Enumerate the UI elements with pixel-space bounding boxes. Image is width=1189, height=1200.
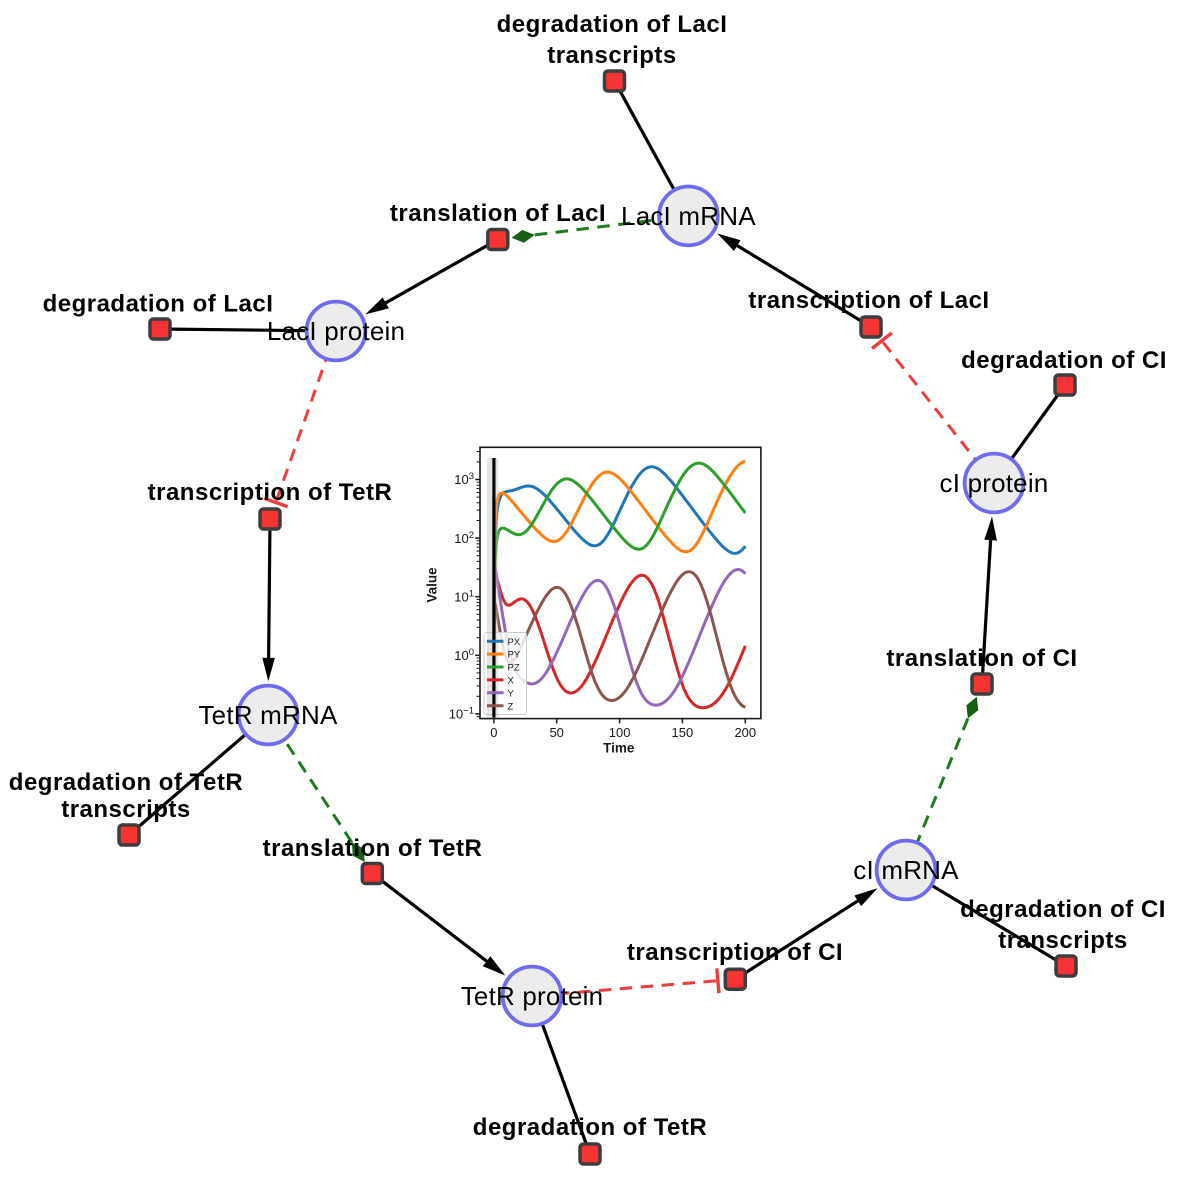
svg-text:100: 100 <box>609 725 631 740</box>
svg-text:translation of CI: translation of CI <box>886 645 1077 672</box>
svg-text:PZ: PZ <box>508 663 520 674</box>
svg-text:degradation of TetR: degradation of TetR <box>473 1114 707 1141</box>
svg-text:degradation of LacI: degradation of LacI <box>43 291 274 318</box>
svg-text:TetR protein: TetR protein <box>461 981 604 1011</box>
svg-text:LacI mRNA: LacI mRNA <box>621 201 756 231</box>
svg-text:transcription of TetR: transcription of TetR <box>148 479 393 506</box>
svg-text:TetR mRNA: TetR mRNA <box>198 700 337 730</box>
svg-text:150: 150 <box>672 725 694 740</box>
svg-text:transcripts: transcripts <box>547 42 677 69</box>
svg-text:translation of LacI: translation of LacI <box>390 200 606 227</box>
svg-text:transcription of CI: transcription of CI <box>627 939 843 966</box>
svg-text:Time: Time <box>603 741 635 756</box>
svg-text:Value: Value <box>425 567 440 603</box>
svg-text:Y: Y <box>508 688 515 699</box>
svg-text:transcripts: transcripts <box>61 796 191 823</box>
svg-text:LacI protein: LacI protein <box>267 316 405 346</box>
svg-text:cI mRNA: cI mRNA <box>853 855 959 885</box>
svg-text:0: 0 <box>490 725 497 740</box>
svg-text:transcription of LacI: transcription of LacI <box>748 287 989 314</box>
svg-text:X: X <box>508 676 515 687</box>
svg-text:PX: PX <box>508 637 521 648</box>
svg-text:PY: PY <box>508 650 521 661</box>
svg-text:50: 50 <box>549 725 563 740</box>
svg-text:degradation of LacI: degradation of LacI <box>497 11 728 38</box>
svg-text:degradation of TetR: degradation of TetR <box>9 769 243 796</box>
svg-text:degradation of CI: degradation of CI <box>961 347 1167 374</box>
svg-text:degradation of CI: degradation of CI <box>960 896 1166 923</box>
svg-text:Z: Z <box>508 701 514 712</box>
svg-text:cI protein: cI protein <box>940 468 1049 498</box>
svg-text:transcripts: transcripts <box>998 927 1128 954</box>
svg-text:200: 200 <box>734 725 756 740</box>
svg-text:translation of TetR: translation of TetR <box>263 835 483 862</box>
